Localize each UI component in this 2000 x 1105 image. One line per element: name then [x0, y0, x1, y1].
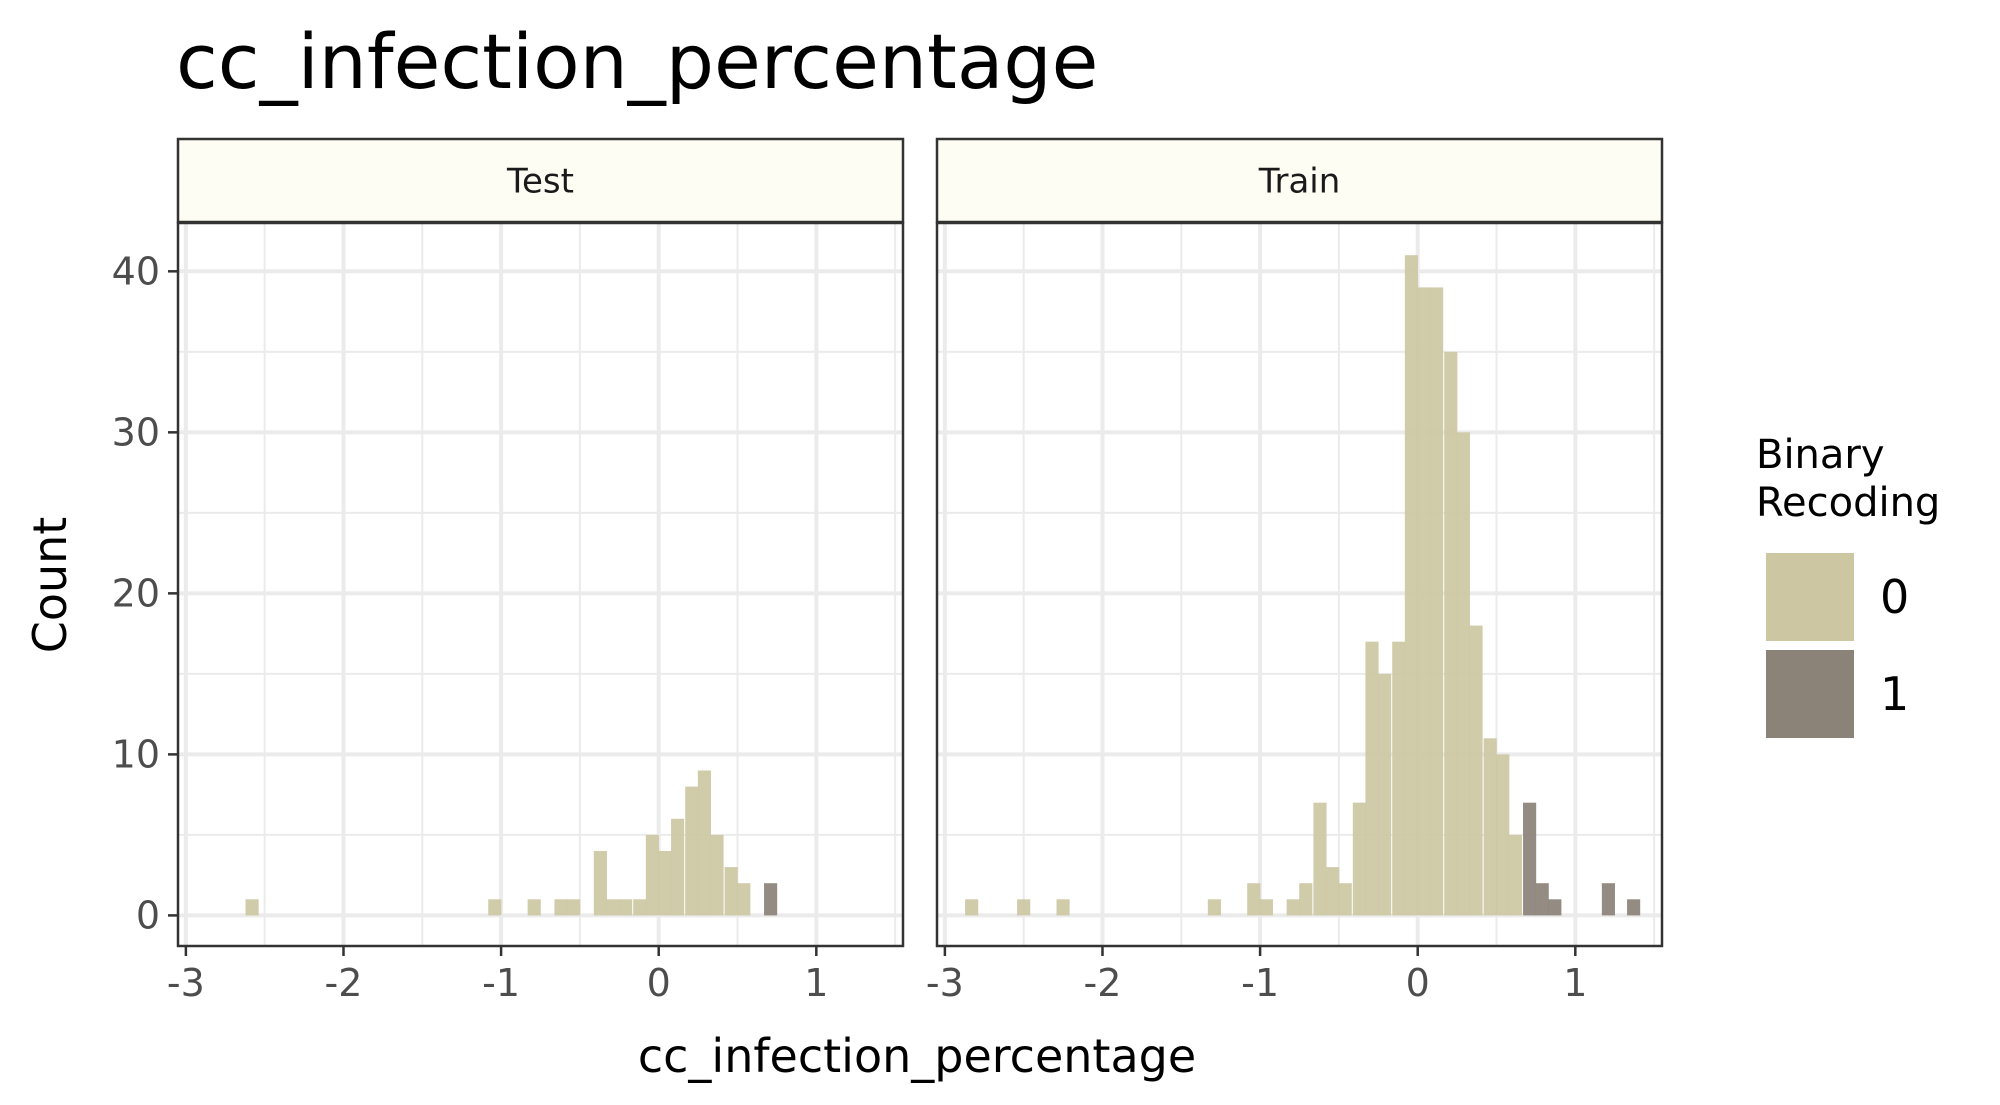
- histogram-bar-class-0: [527, 899, 541, 916]
- x-axis-tick-label: 0: [1406, 961, 1430, 1005]
- histogram-bar-class-0: [1430, 287, 1444, 916]
- x-axis-tick-label: 1: [1563, 961, 1587, 1005]
- histogram-bar-class-0: [1207, 899, 1221, 916]
- facet-panel-train: Train -3 -2 -1 0 1: [926, 137, 1664, 1005]
- x-axis-tick-label: -2: [1084, 961, 1122, 1005]
- histogram-bar-class-0: [965, 899, 979, 916]
- histogram-bar-class-0: [1483, 738, 1497, 916]
- histogram-bar-class-0: [1417, 287, 1431, 916]
- chart-title: cc_infection_percentage: [176, 17, 1098, 106]
- histogram-bar-class-0: [1056, 899, 1070, 916]
- y-axis-tick-label: 30: [112, 410, 160, 454]
- x-axis-tick-label: -3: [167, 961, 205, 1005]
- histogram-bar-class-0: [1338, 883, 1352, 916]
- histogram-bar-class-0: [737, 883, 751, 916]
- x-axis-title: cc_infection_percentage: [638, 1029, 1196, 1083]
- histogram-bar-class-0: [619, 899, 633, 916]
- legend-entries: 01: [1766, 553, 1909, 738]
- histogram-bar-class-0: [1365, 641, 1379, 916]
- x-axis-tick-label: -3: [926, 961, 964, 1005]
- histogram-bar-class-0: [554, 899, 568, 916]
- histogram-bar-class-0: [1259, 899, 1273, 916]
- facet-strip-background: [935, 137, 1664, 224]
- histogram-bar-class-0: [1247, 883, 1261, 916]
- histogram-bar-class-0: [1378, 673, 1392, 916]
- histogram-bar-class-0: [1508, 834, 1522, 916]
- x-axis-tick-label: -1: [482, 961, 520, 1005]
- histogram-bar-class-0: [1286, 899, 1300, 916]
- histogram-bar-class-0: [724, 867, 738, 916]
- x-axis-tick-label: 1: [804, 961, 828, 1005]
- histogram-bar-class-1: [764, 883, 778, 916]
- histogram-bar-class-0: [645, 834, 659, 916]
- histogram-bar-class-0: [593, 850, 607, 916]
- histogram-bar-class-0: [658, 850, 672, 916]
- histogram-bar-class-0: [1496, 754, 1510, 916]
- y-axis-title: Count: [23, 517, 77, 654]
- histogram-bar-class-0: [710, 834, 724, 916]
- histogram-bar-class-0: [1017, 899, 1031, 916]
- histogram-bar-class-0: [697, 770, 711, 916]
- legend-label-1: 1: [1880, 667, 1909, 721]
- histogram-bar-class-1: [1548, 899, 1562, 916]
- facet-strip-label: Test: [506, 162, 574, 202]
- histogram-bar-class-1: [1601, 883, 1615, 916]
- histogram-bar-class-0: [633, 899, 647, 916]
- histogram-bars: [965, 255, 1641, 916]
- legend-label-0: 0: [1880, 570, 1909, 624]
- y-axis-tick-label: 10: [112, 732, 160, 776]
- histogram-bars: [245, 770, 778, 916]
- histogram-bar-class-1: [1535, 883, 1549, 916]
- histogram-bar-class-0: [1456, 432, 1470, 916]
- histogram-bar-class-0: [606, 899, 620, 916]
- legend: Binary Recoding 01: [1756, 432, 1940, 738]
- histogram-bar-class-1: [1523, 802, 1537, 916]
- grid-lines: [178, 223, 903, 946]
- histogram-bar-class-0: [1444, 351, 1458, 916]
- facet-strip-background: [176, 137, 905, 224]
- panel-border: [935, 221, 1664, 948]
- histogram-bar-class-0: [1392, 641, 1406, 916]
- facet-strip-label: Train: [1258, 162, 1341, 202]
- x-axis-tick-label: -2: [325, 961, 363, 1005]
- histogram-bar-class-1: [1627, 899, 1641, 916]
- legend-key-1: [1766, 650, 1854, 738]
- legend-key-0: [1766, 553, 1854, 641]
- histogram-bar-class-0: [1326, 867, 1340, 916]
- histogram-bar-class-0: [1313, 802, 1327, 916]
- legend-title: Binary Recoding: [1756, 432, 1940, 526]
- legend-title-line-1: Binary: [1756, 432, 1885, 478]
- x-axis-tick-label: -1: [1241, 961, 1279, 1005]
- y-axis-tick-label: 0: [136, 893, 160, 937]
- histogram-bar-class-0: [1299, 883, 1313, 916]
- histogram-bar-class-0: [685, 786, 699, 916]
- y-axis-tick-label: 20: [112, 571, 160, 615]
- histogram-bar-class-0: [671, 818, 685, 916]
- histogram-bar-class-0: [567, 899, 581, 916]
- panel-border: [176, 221, 905, 948]
- x-axis-tick-label: 0: [647, 961, 671, 1005]
- grid-lines: [937, 223, 1662, 946]
- histogram-bar-class-0: [1352, 802, 1366, 916]
- histogram-bar-class-0: [1404, 255, 1418, 916]
- y-axis-tick-label: 40: [112, 249, 160, 293]
- legend-title-line-2: Recoding: [1756, 480, 1940, 526]
- histogram-bar-class-0: [1469, 625, 1483, 916]
- histogram-bar-class-0: [488, 899, 502, 916]
- histogram-bar-class-0: [245, 899, 259, 916]
